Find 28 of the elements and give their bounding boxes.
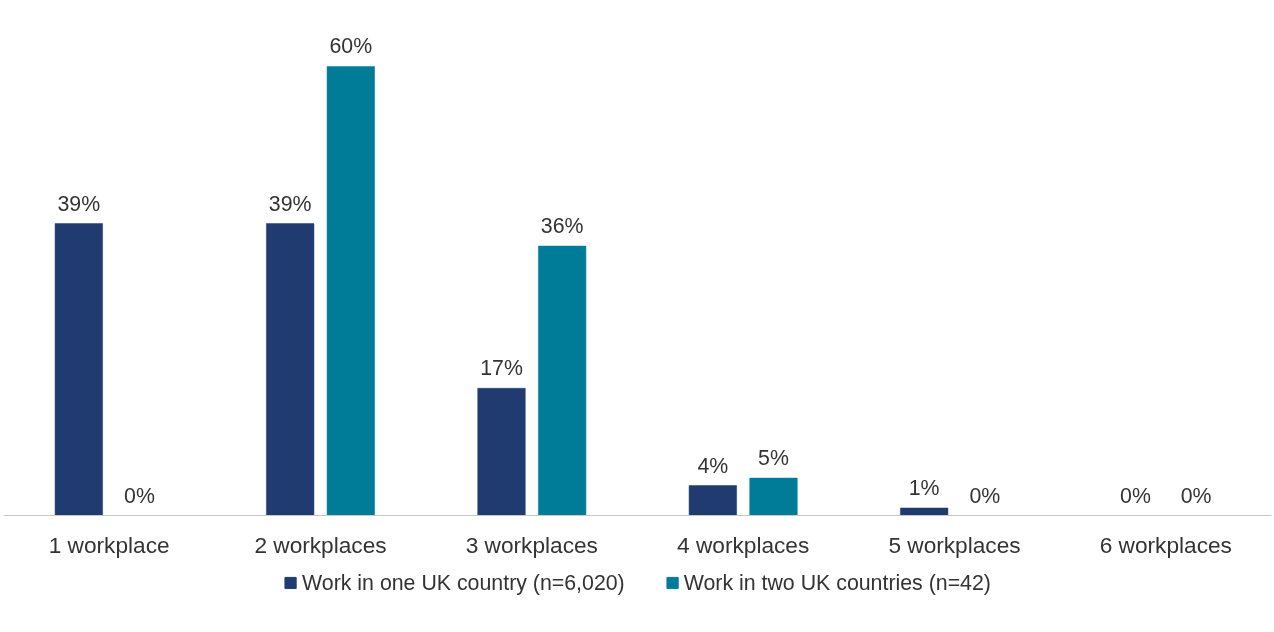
bar <box>326 66 375 516</box>
data-label: 17% <box>480 356 523 381</box>
data-label: 39% <box>268 191 312 216</box>
bar <box>54 223 103 516</box>
bar <box>538 245 587 516</box>
data-label: 0% <box>969 483 1001 508</box>
bar <box>688 485 737 516</box>
bar <box>900 507 949 516</box>
data-label: 60% <box>329 34 373 59</box>
x-tick-label: 6 workplaces <box>1099 531 1232 558</box>
legend-label: Work in two UK countries (n=42) <box>683 570 991 595</box>
data-label: 0% <box>124 483 155 508</box>
x-tick-label: 4 workplaces <box>677 531 810 558</box>
data-label: 4% <box>697 453 729 478</box>
data-label: 36% <box>540 214 584 239</box>
data-label: 39% <box>57 191 101 216</box>
x-tick-label: 2 workplaces <box>254 531 387 558</box>
bar <box>477 388 526 516</box>
x-tick-label: 3 workplaces <box>465 531 598 558</box>
x-tick-label: 1 workplace <box>48 531 170 558</box>
data-label: 0% <box>1180 483 1212 508</box>
data-label: 5% <box>758 446 789 471</box>
data-label: 0% <box>1120 483 1151 508</box>
x-tick-label: 5 workplaces <box>888 531 1021 558</box>
bar <box>749 477 798 516</box>
bar <box>266 223 315 516</box>
legend-label: Work in one UK country (n=6,020) <box>302 570 625 595</box>
data-label: 1% <box>908 476 940 501</box>
